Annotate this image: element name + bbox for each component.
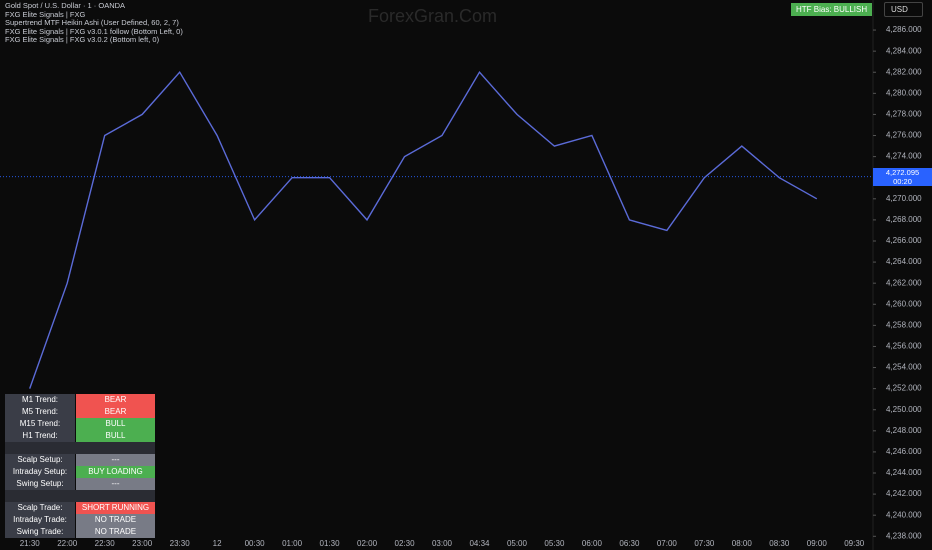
y-tick-label: 4,278.000: [886, 110, 922, 119]
y-tick-label: 4,244.000: [886, 468, 922, 477]
bias-badge: HTF Bias: BULLISH: [791, 3, 873, 16]
indicator-line: FXG Elite Signals | FXG: [5, 9, 86, 19]
x-tick-label: 08:00: [732, 539, 753, 548]
price-line: [29, 71, 818, 389]
table-row: M15 Trend: BULL: [5, 418, 155, 430]
table-row: M1 Trend: BEAR: [5, 394, 155, 406]
row-label: M5 Trend:: [5, 406, 75, 418]
indicator-line: Supertrend MTF Heikin Ashi (User Defined…: [5, 18, 179, 28]
row-value: BUY LOADING: [76, 466, 155, 478]
x-tick-label: 08:30: [769, 539, 790, 548]
x-tick-label: 05:00: [507, 539, 528, 548]
y-tick-label: 4,268.000: [886, 215, 922, 224]
currency-button[interactable]: USD: [884, 2, 923, 17]
y-tick-label: 4,238.000: [886, 531, 922, 540]
x-tick-label: 22:00: [57, 539, 78, 548]
y-tick-label: 4,282.000: [886, 67, 922, 76]
row-label: Intraday Setup:: [5, 466, 75, 478]
signal-table: M1 Trend: BEAR M5 Trend: BEAR M15 Trend: BULL…: [5, 394, 155, 538]
table-row: Intraday Setup: BUY LOADING: [5, 466, 155, 478]
y-tick-label: 4,284.000: [886, 46, 922, 55]
row-value: BULL: [76, 418, 155, 430]
row-label: Swing Setup:: [5, 478, 75, 490]
x-tick-label: 06:30: [619, 539, 640, 548]
x-tick-label: 02:30: [395, 539, 416, 548]
x-tick-label: 12: [213, 539, 222, 548]
row-label: M15 Trend:: [5, 418, 75, 430]
x-tick-label: 23:30: [170, 539, 191, 548]
y-tick-label: 4,246.000: [886, 447, 922, 456]
y-tick-label: 4,252.000: [886, 384, 922, 393]
table-row: Swing Trade: NO TRADE: [5, 526, 155, 538]
y-tick-label: 4,254.000: [886, 363, 922, 372]
table-spacer: [5, 442, 155, 454]
y-tick-label: 4,266.000: [886, 236, 922, 245]
x-tick-label: 21:30: [20, 539, 41, 548]
y-tick-label: 4,280.000: [886, 88, 922, 97]
row-value: BEAR: [76, 394, 155, 406]
row-label: M1 Trend:: [5, 394, 75, 406]
x-tick-label: 02:00: [357, 539, 378, 548]
row-label: H1 Trend:: [5, 430, 75, 442]
y-tick-label: 4,248.000: [886, 426, 922, 435]
x-tick-label: 07:00: [657, 539, 678, 548]
y-tick-label: 4,258.000: [886, 320, 922, 329]
y-tick-label: 4,270.000: [886, 194, 922, 203]
watermark: ForexGran.Com: [368, 6, 498, 26]
row-value: SHORT RUNNING: [76, 502, 155, 514]
y-tick-label: 4,274.000: [886, 152, 922, 161]
y-tick-label: 4,264.000: [886, 257, 922, 266]
table-row: Scalp Trade: SHORT RUNNING: [5, 502, 155, 514]
table-spacer: [5, 490, 155, 502]
x-tick-label: 04:34: [469, 539, 490, 548]
indicator-line: FXG Elite Signals | FXG v3.0.2 (Bottom l…: [5, 35, 160, 45]
indicator-line: Gold Spot / U.S. Dollar · 1 · OANDA: [5, 1, 126, 10]
x-tick-label: 09:30: [844, 539, 865, 548]
row-value: BEAR: [76, 406, 155, 418]
price-label: 4,272.095 00:20: [873, 167, 932, 186]
last-price: 4,272.095: [885, 167, 920, 177]
x-tick-label: 09:00: [807, 539, 828, 548]
x-tick-label: 01:00: [282, 539, 303, 548]
x-tick-label: 03:00: [432, 539, 453, 548]
y-tick-label: 4,260.000: [886, 299, 922, 308]
y-tick-label: 4,276.000: [886, 131, 922, 140]
row-label: Swing Trade:: [5, 526, 75, 538]
y-tick-label: 4,262.000: [886, 278, 922, 287]
table-row: H1 Trend: BULL: [5, 430, 155, 442]
y-tick-label: 4,242.000: [886, 489, 922, 498]
row-label: Scalp Setup:: [5, 454, 75, 466]
countdown: 00:20: [893, 176, 912, 186]
row-value: ---: [76, 454, 155, 466]
table-row: M5 Trend: BEAR: [5, 406, 155, 418]
row-value: ---: [76, 478, 155, 490]
x-tick-label: 01:30: [320, 539, 341, 548]
x-tick-label: 23:00: [132, 539, 153, 548]
y-tick-label: 4,240.000: [886, 510, 922, 519]
row-value: NO TRADE: [76, 526, 155, 538]
table-row: Intraday Trade: NO TRADE: [5, 514, 155, 526]
x-tick-label: 00:30: [245, 539, 266, 548]
table-row: Scalp Setup: ---: [5, 454, 155, 466]
row-value: BULL: [76, 430, 155, 442]
x-tick-label: 06:00: [582, 539, 603, 548]
y-tick-label: 4,250.000: [886, 405, 922, 414]
row-label: Intraday Trade:: [5, 514, 75, 526]
indicator-list: Gold Spot / U.S. Dollar · 1 · OANDA FXG E…: [5, 1, 183, 45]
y-tick-label: 4,286.000: [886, 25, 922, 34]
x-tick-label: 07:30: [694, 539, 715, 548]
x-tick-label: 22:30: [95, 539, 116, 548]
row-value: NO TRADE: [76, 514, 155, 526]
table-row: Swing Setup: ---: [5, 478, 155, 490]
y-tick-label: 4,256.000: [886, 342, 922, 351]
x-tick-label: 05:30: [544, 539, 565, 548]
indicator-line: FXG Elite Signals | FXG v3.0.1 follow (B…: [5, 26, 183, 36]
row-label: Scalp Trade:: [5, 502, 75, 514]
